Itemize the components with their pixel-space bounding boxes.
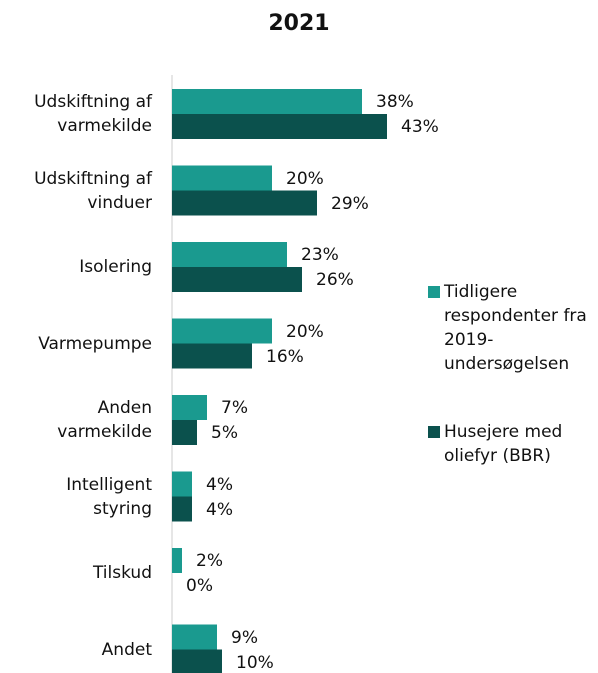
bar [172, 471, 192, 497]
category-label: Tilskud [92, 563, 152, 583]
value-label: 9% [231, 627, 258, 648]
category-label: Isolering [79, 257, 152, 277]
value-label: 38% [376, 92, 414, 112]
value-label: 4% [206, 499, 233, 520]
legend-label: Husejere med oliefyr (BBR) [444, 422, 563, 466]
category-label: Varmepumpe [38, 333, 152, 354]
value-label: 10% [236, 652, 274, 673]
value-label: 4% [206, 474, 233, 495]
value-label: 16% [266, 346, 304, 367]
bar [172, 242, 287, 267]
legend-label: Tidligere respondenter fra 2019-undersøg… [444, 282, 587, 374]
bar [172, 190, 317, 216]
value-label: 20% [286, 321, 324, 342]
bar [172, 318, 272, 344]
value-label: 0% [186, 576, 213, 596]
value-label: 2% [196, 551, 223, 571]
value-label: 23% [301, 245, 339, 265]
value-label: 7% [221, 398, 248, 418]
bar [172, 496, 192, 522]
value-label: 20% [286, 168, 324, 189]
bar [172, 114, 387, 139]
legend-swatch [428, 286, 440, 298]
bar [172, 343, 252, 369]
category-label: Intelligent styring [66, 474, 152, 519]
bar [172, 548, 182, 573]
category-label: Anden varmekilde [57, 398, 152, 442]
value-label: 26% [316, 270, 354, 290]
value-label: 5% [211, 423, 238, 443]
legend-swatch [428, 426, 440, 438]
bar [172, 267, 302, 292]
bar [172, 89, 362, 114]
bar [172, 420, 197, 445]
category-label: Udskiftning af vinduer [34, 168, 152, 213]
bar [172, 624, 217, 650]
category-label: Udskiftning af varmekilde [34, 92, 152, 136]
bar [172, 649, 222, 673]
value-label: 43% [401, 117, 439, 137]
value-label: 29% [331, 193, 369, 214]
category-label: Andet [101, 639, 152, 660]
chart-title: 2021 [268, 11, 330, 36]
bar [172, 165, 272, 191]
bar [172, 395, 207, 420]
